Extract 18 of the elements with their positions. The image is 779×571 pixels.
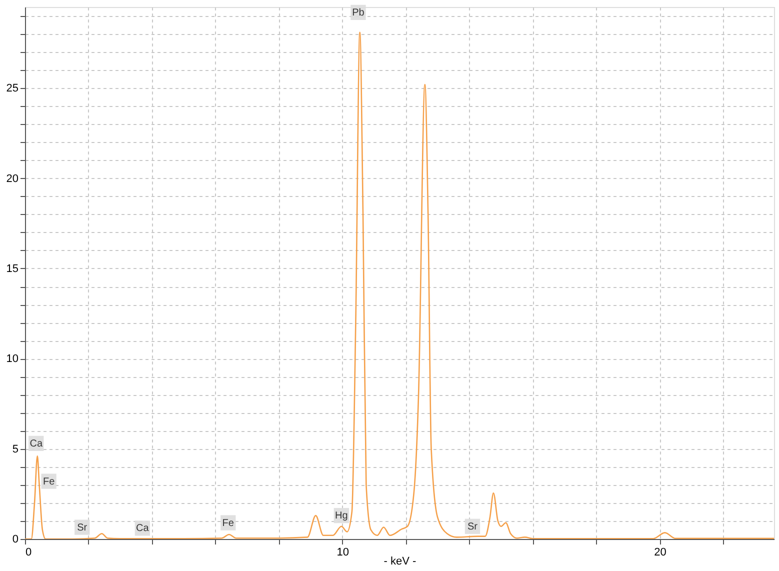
annotation: Sr bbox=[467, 521, 478, 532]
x-tick-label: 0 bbox=[26, 546, 32, 558]
annotation: Hg bbox=[335, 510, 348, 522]
annotation: Pb bbox=[352, 7, 365, 18]
y-tick-label: 15 bbox=[6, 262, 18, 275]
annotation: Ca bbox=[30, 438, 43, 450]
annotation: Ca bbox=[136, 523, 150, 534]
annotation: Fe bbox=[222, 518, 234, 529]
y-tick-label: 5 bbox=[12, 443, 18, 456]
y-tick-label: 0 bbox=[12, 534, 18, 546]
annotation: Fe bbox=[42, 476, 56, 488]
y-tick-label: 25 bbox=[6, 82, 18, 95]
y-tick-label: 10 bbox=[6, 353, 18, 366]
y-tick-label: 20 bbox=[6, 172, 18, 185]
x-axis-title: - keV - bbox=[384, 556, 417, 568]
annotation: Sr bbox=[77, 522, 88, 534]
x-tick-label: 10 bbox=[336, 546, 349, 558]
x-tick-label: 20 bbox=[654, 546, 666, 558]
